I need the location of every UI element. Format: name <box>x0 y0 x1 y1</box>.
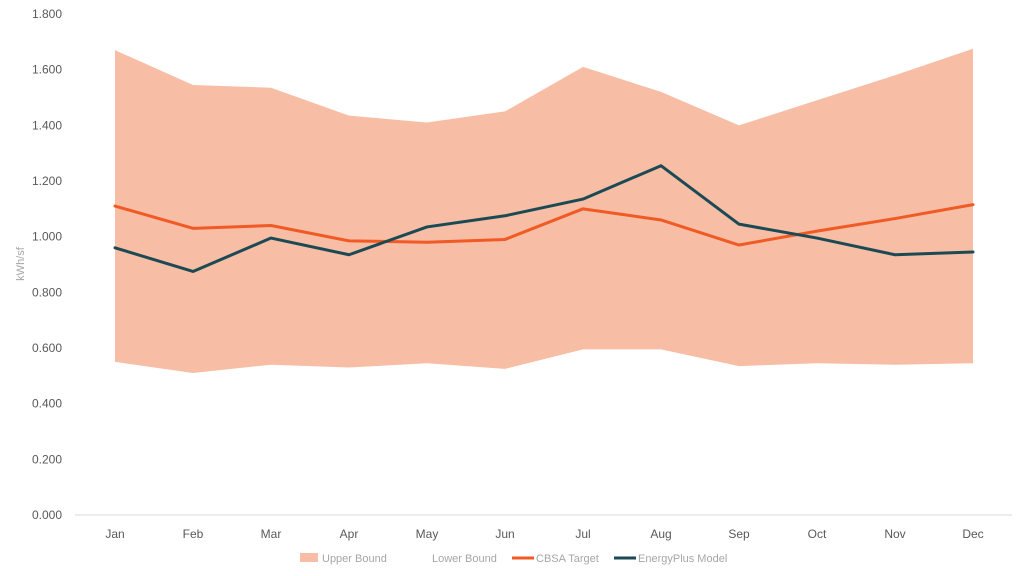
y-axis-title: kWh/sf <box>15 246 27 281</box>
legend-swatch <box>410 553 428 562</box>
x-tick-label: Oct <box>808 527 827 541</box>
y-tick-label: 1.200 <box>32 174 62 188</box>
legend-item-upper-bound: Upper Bound <box>300 553 387 565</box>
legend-label: Lower Bound <box>432 553 497 565</box>
y-tick-label: 0.000 <box>32 508 62 522</box>
legend: Upper Bound Lower Bound CBSA Target EnergyP… <box>300 553 727 565</box>
legend-item-lower-bound: Lower Bound <box>410 553 497 565</box>
x-tick-label: Jan <box>105 527 124 541</box>
cbsa-target-line <box>113 203 975 247</box>
x-tick-label: Sep <box>728 527 750 541</box>
legend-item-cbsa-target: CBSA Target <box>512 553 599 565</box>
x-tick-label: Dec <box>962 527 983 541</box>
x-tick-label: Mar <box>261 527 282 541</box>
lower-bound-area <box>115 349 973 515</box>
y-tick-label: 1.800 <box>32 7 62 21</box>
x-tick-label: Feb <box>183 527 204 541</box>
y-tick-label: 1.400 <box>32 118 62 132</box>
legend-label: CBSA Target <box>536 553 599 565</box>
x-tick-label: May <box>416 527 439 541</box>
x-tick-label: Nov <box>884 527 905 541</box>
y-tick-label: 1.600 <box>32 63 62 77</box>
line-layer <box>113 164 975 273</box>
y-tick-label: 1.000 <box>32 230 62 244</box>
area-layer <box>115 48 973 516</box>
legend-swatch <box>300 553 318 562</box>
y-tick-label: 0.400 <box>32 397 62 411</box>
x-tick-label: Aug <box>650 527 671 541</box>
y-tick-label: 0.800 <box>32 285 62 299</box>
legend-label: Upper Bound <box>322 553 387 565</box>
legend-item-energyplus-model: EnergyPlus Model <box>614 553 727 565</box>
x-tick-label: Jul <box>575 527 590 541</box>
axis-layer: 0.000 0.200 0.400 0.600 0.800 1.000 1.200 1.400… <box>32 7 1012 541</box>
x-tick-label: Jun <box>495 527 514 541</box>
y-tick-label: 0.200 <box>32 452 62 466</box>
y-tick-label: 0.600 <box>32 341 62 355</box>
legend-label: EnergyPlus Model <box>638 553 727 565</box>
x-tick-label: Apr <box>340 527 359 541</box>
energyplus-model-line <box>113 164 975 273</box>
